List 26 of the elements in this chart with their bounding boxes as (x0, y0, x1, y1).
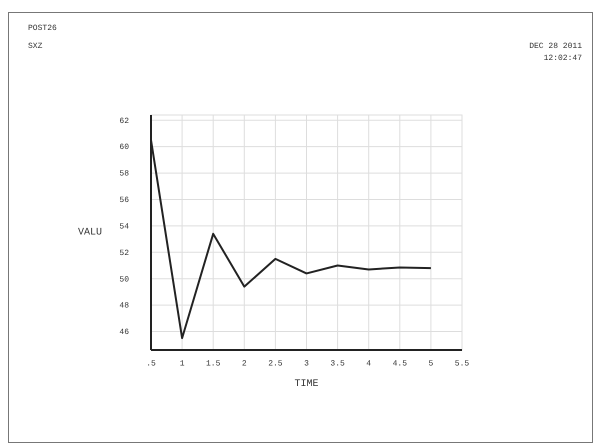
text: SXZ (28, 42, 43, 51)
x-axis-title: TIME (294, 379, 319, 390)
y-tick-label: 60 (119, 143, 130, 152)
x-tick-label: 5.5 (454, 360, 470, 369)
y-tick-label: 52 (119, 248, 130, 258)
x-tick-label: .5 (146, 360, 156, 369)
y-tick-label: 54 (119, 222, 130, 232)
y-tick-label: 46 (119, 328, 130, 338)
text: POST26 (28, 24, 58, 33)
x-tick-label: 3 (304, 360, 310, 369)
x-tick-label: 2 (242, 360, 247, 369)
x-tick-label: 2.5 (268, 360, 283, 369)
y-tick-label: 56 (119, 196, 130, 206)
x-tick-label: 1.5 (206, 360, 221, 369)
text: DEC 28 2011 (529, 42, 582, 51)
y-tick-label: 62 (119, 116, 130, 126)
x-tick-label: 4 (366, 360, 372, 369)
x-tick-label: 4.5 (392, 360, 408, 369)
x-tick-label: 1 (180, 360, 185, 369)
x-tick-label: 5 (428, 360, 434, 369)
y-tick-label: 58 (119, 170, 130, 179)
y-axis-title: VALU (78, 228, 102, 238)
y-tick-label: 50 (119, 275, 130, 284)
text: 12:02:47 (544, 54, 582, 63)
y-tick-label: 48 (119, 302, 130, 311)
x-tick-label: 3.5 (330, 360, 345, 369)
